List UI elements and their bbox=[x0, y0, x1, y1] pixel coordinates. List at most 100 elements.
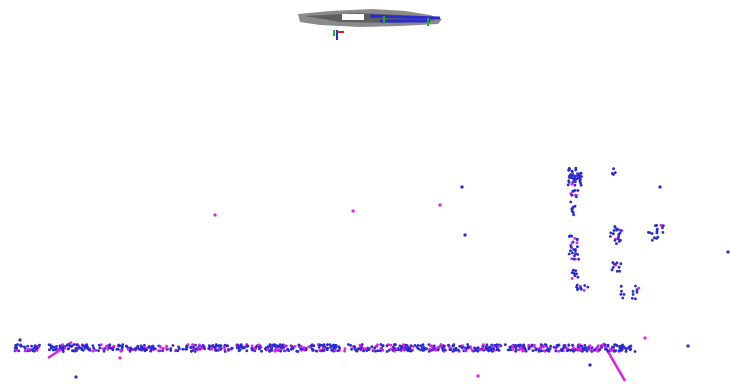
point bbox=[335, 344, 338, 347]
point bbox=[486, 343, 489, 346]
point bbox=[651, 232, 654, 235]
point bbox=[299, 348, 302, 351]
point bbox=[511, 345, 514, 348]
point bbox=[23, 346, 26, 349]
point bbox=[59, 346, 62, 349]
point bbox=[119, 349, 122, 352]
point bbox=[165, 347, 168, 350]
point bbox=[267, 345, 270, 348]
point bbox=[226, 344, 229, 347]
point bbox=[246, 345, 249, 348]
point bbox=[726, 250, 729, 253]
point bbox=[376, 349, 379, 352]
point bbox=[74, 350, 77, 353]
point bbox=[617, 235, 620, 238]
point bbox=[97, 349, 100, 352]
point bbox=[572, 347, 575, 350]
point bbox=[258, 347, 261, 350]
point bbox=[28, 348, 31, 351]
point bbox=[573, 258, 576, 261]
point bbox=[591, 346, 594, 349]
point bbox=[631, 297, 634, 300]
point bbox=[62, 346, 65, 349]
point bbox=[112, 345, 115, 348]
point bbox=[203, 346, 206, 349]
point bbox=[303, 346, 306, 349]
point bbox=[241, 347, 244, 350]
point bbox=[195, 347, 198, 350]
point bbox=[522, 345, 525, 348]
point bbox=[326, 347, 329, 350]
point bbox=[543, 349, 546, 352]
point bbox=[572, 269, 575, 272]
point bbox=[571, 207, 574, 210]
point bbox=[620, 290, 623, 293]
point bbox=[571, 277, 574, 280]
point bbox=[586, 286, 589, 289]
point bbox=[611, 346, 614, 349]
point bbox=[279, 344, 282, 347]
point bbox=[496, 343, 499, 346]
point bbox=[223, 346, 226, 349]
point bbox=[556, 345, 559, 348]
point bbox=[586, 350, 589, 353]
point bbox=[655, 237, 658, 240]
point bbox=[576, 288, 579, 291]
point bbox=[569, 349, 572, 352]
point bbox=[519, 347, 522, 350]
point bbox=[402, 348, 405, 351]
point bbox=[75, 343, 78, 346]
point bbox=[518, 344, 521, 347]
point bbox=[611, 269, 614, 272]
point bbox=[686, 344, 689, 347]
point bbox=[464, 350, 467, 353]
point bbox=[100, 343, 103, 346]
point bbox=[390, 344, 393, 347]
point bbox=[638, 287, 641, 290]
point bbox=[36, 347, 39, 350]
point bbox=[32, 350, 35, 353]
point bbox=[191, 343, 194, 346]
point bbox=[194, 344, 197, 347]
point bbox=[159, 345, 162, 348]
point bbox=[172, 344, 175, 347]
point bbox=[140, 348, 143, 351]
point bbox=[266, 348, 269, 351]
point bbox=[573, 189, 576, 192]
point bbox=[625, 350, 628, 353]
point bbox=[214, 349, 217, 352]
point bbox=[386, 344, 389, 347]
point bbox=[359, 347, 362, 350]
point bbox=[319, 344, 322, 347]
point bbox=[593, 349, 596, 352]
point bbox=[614, 239, 617, 242]
point bbox=[588, 344, 591, 347]
point bbox=[274, 350, 277, 353]
point bbox=[425, 347, 428, 350]
point bbox=[576, 245, 579, 248]
point bbox=[549, 345, 552, 348]
point bbox=[525, 350, 528, 353]
point bbox=[570, 235, 573, 238]
point bbox=[580, 175, 583, 178]
point bbox=[621, 348, 624, 351]
point bbox=[433, 347, 436, 350]
point bbox=[576, 253, 579, 256]
point bbox=[471, 349, 474, 352]
point bbox=[17, 350, 20, 353]
point bbox=[364, 348, 367, 351]
point bbox=[437, 346, 440, 349]
point bbox=[580, 345, 583, 348]
point bbox=[300, 345, 303, 348]
point bbox=[576, 284, 579, 287]
point bbox=[430, 344, 433, 347]
point bbox=[611, 172, 614, 175]
point bbox=[217, 347, 220, 350]
point bbox=[398, 348, 401, 351]
point bbox=[208, 344, 211, 347]
point bbox=[632, 290, 635, 293]
point bbox=[619, 262, 622, 265]
point bbox=[523, 347, 526, 350]
point-cloud-view bbox=[0, 0, 730, 384]
point bbox=[457, 349, 460, 352]
